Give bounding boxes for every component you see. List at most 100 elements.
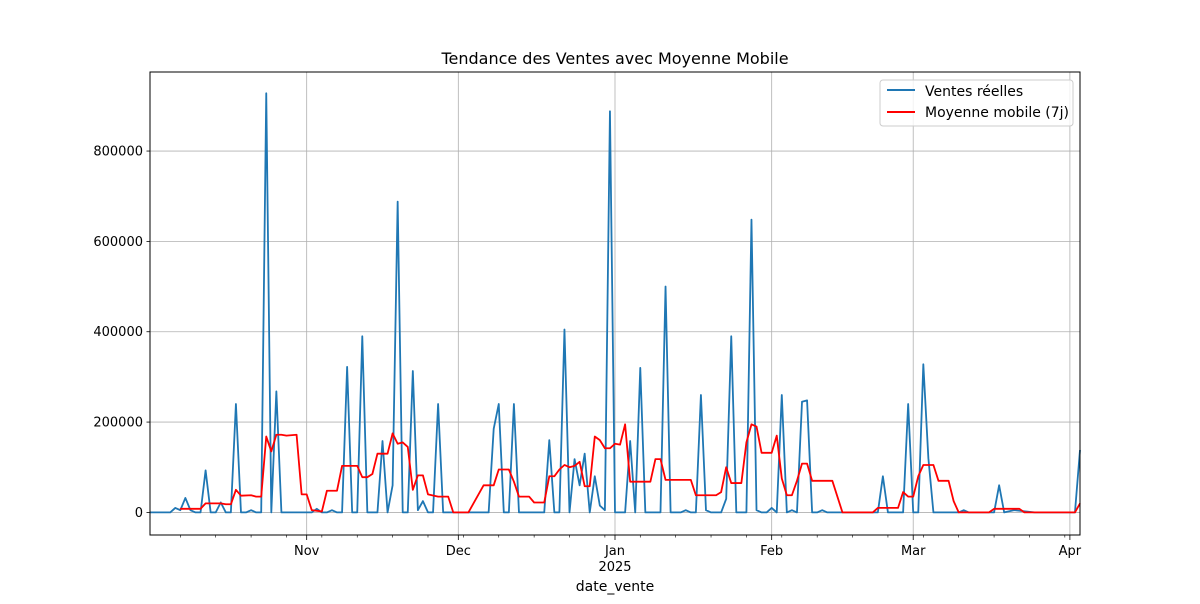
data-point-series-1: [690, 479, 692, 481]
data-point-series-1: [604, 447, 606, 449]
data-point-series-0: [791, 509, 793, 511]
data-point-series-0: [579, 484, 581, 486]
legend-box: [879, 79, 1074, 127]
data-point-series-0: [700, 394, 702, 396]
data-point-series-0: [589, 511, 591, 514]
data-point-series-0: [558, 511, 561, 514]
data-point-series-0: [998, 484, 1000, 486]
data-point-series-0: [553, 511, 555, 514]
data-point-series-0: [386, 511, 389, 514]
data-point-series-0: [806, 399, 808, 401]
data-point-series-1: [801, 463, 803, 465]
data-point-series-0: [265, 92, 267, 94]
data-point-series-0: [295, 511, 298, 514]
data-point-series-0: [392, 484, 394, 486]
data-point-series-0: [493, 428, 495, 430]
data-point-series-0: [584, 453, 586, 455]
data-point-series-0: [755, 509, 758, 511]
data-point-series-0: [240, 511, 242, 514]
data-point-series-0: [204, 469, 207, 472]
data-point-series-0: [644, 511, 646, 514]
data-point-series-1: [397, 443, 399, 445]
data-point-series-0: [194, 511, 197, 514]
data-point-series-0: [1013, 509, 1015, 511]
data-point-series-0: [341, 511, 343, 514]
data-point-series-0: [730, 335, 732, 337]
data-point-series-1: [498, 468, 500, 471]
data-point-series-1: [376, 453, 379, 455]
data-point-series-0: [543, 511, 545, 514]
data-point-series-1: [270, 450, 272, 453]
data-point-series-0: [568, 511, 571, 514]
data-point-series-0: [174, 507, 176, 509]
data-point-series-0: [427, 511, 429, 514]
data-point-series-1: [740, 482, 742, 484]
x-tick-label: Feb: [760, 544, 783, 559]
data-point-series-0: [503, 511, 505, 514]
data-point-series-0: [301, 511, 303, 514]
data-point-series-0: [877, 511, 879, 514]
data-point-series-0: [831, 511, 833, 514]
data-point-series-1: [240, 495, 242, 497]
data-point-series-1: [1018, 508, 1020, 510]
data-point-series-1: [584, 485, 586, 487]
data-point-series-0: [397, 201, 399, 203]
data-point-series-1: [745, 441, 748, 443]
data-point-series-1: [649, 481, 651, 483]
y-tick-label: 400000: [93, 325, 143, 340]
data-point-series-0: [594, 475, 596, 477]
data-point-series-1: [750, 423, 753, 425]
data-point-series-1: [422, 474, 424, 476]
data-point-series-0: [518, 511, 520, 514]
data-point-series-0: [255, 511, 257, 514]
data-point-series-0: [609, 110, 611, 112]
data-point-series-1: [664, 479, 667, 481]
x-tick-label: Mar: [901, 544, 926, 559]
data-point-series-1: [285, 435, 288, 437]
data-point-series-1: [715, 494, 717, 496]
data-point-series-1: [533, 501, 535, 504]
data-point-series-1: [321, 510, 323, 513]
data-point-series-1: [831, 480, 833, 482]
data-point-series-0: [639, 367, 641, 369]
data-point-series-1: [412, 489, 414, 491]
data-point-series-0: [371, 511, 373, 514]
data-point-series-0: [796, 511, 798, 514]
data-point-series-0: [189, 509, 192, 511]
data-point-series-1: [902, 491, 904, 493]
data-point-series-0: [821, 509, 823, 511]
data-point-series-1: [366, 476, 368, 478]
data-point-series-1: [573, 465, 576, 467]
data-point-series-0: [614, 511, 616, 514]
data-point-series-0: [695, 511, 697, 514]
data-point-series-0: [548, 439, 550, 441]
data-point-series-0: [619, 511, 621, 514]
data-point-series-1: [614, 443, 616, 445]
data-point-series-1: [568, 466, 571, 468]
data-point-series-1: [437, 496, 439, 498]
data-point-series-1: [447, 496, 449, 498]
data-point-series-1: [791, 494, 793, 496]
data-point-series-1: [781, 477, 783, 480]
data-point-series-0: [306, 511, 308, 514]
data-point-series-0: [422, 500, 424, 502]
data-point-series-0: [922, 363, 924, 365]
data-point-series-0: [735, 511, 737, 514]
data-point-series-0: [351, 511, 353, 514]
data-point-series-0: [725, 498, 727, 500]
data-point-series-0: [210, 511, 212, 514]
data-point-series-0: [624, 511, 626, 514]
y-tick-label: 800000: [93, 145, 143, 160]
data-point-series-1: [619, 444, 621, 446]
data-point-series-1: [179, 508, 181, 510]
data-point-series-0: [1003, 511, 1005, 514]
data-point-series-0: [442, 511, 444, 514]
data-point-series-1: [1074, 511, 1076, 514]
data-point-series-0: [563, 328, 566, 331]
data-point-series-1: [932, 464, 935, 466]
data-point-series-0: [488, 511, 490, 514]
data-point-series-0: [169, 511, 171, 514]
data-point-series-1: [760, 452, 763, 454]
data-point-series-1: [306, 493, 308, 495]
data-point-series-1: [993, 508, 995, 510]
